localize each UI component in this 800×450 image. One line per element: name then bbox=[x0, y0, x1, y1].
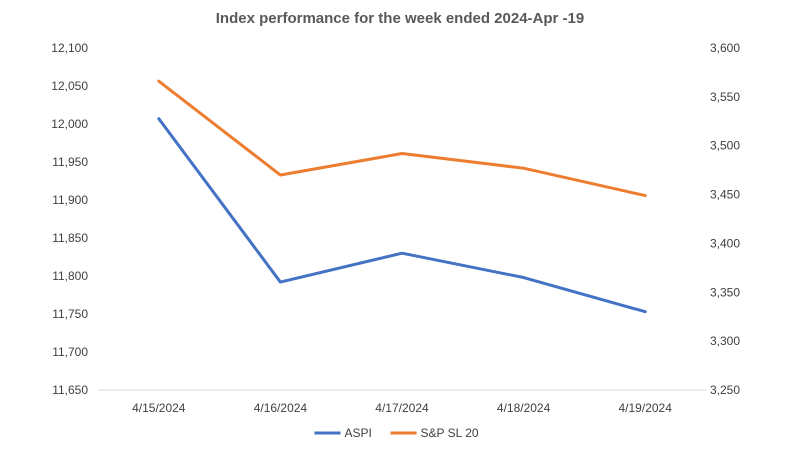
right-axis-tick-label: 3,350 bbox=[710, 285, 740, 299]
right-axis-tick-label: 3,600 bbox=[710, 41, 740, 55]
left-axis-tick-label: 12,100 bbox=[51, 41, 88, 55]
left-axis-tick-label: 12,050 bbox=[51, 79, 88, 93]
x-tick-label: 4/18/2024 bbox=[497, 401, 551, 415]
series-line-aspi bbox=[157, 117, 647, 314]
chart-title: Index performance for the week ended 202… bbox=[216, 10, 584, 27]
left-axis-tick-label: 11,800 bbox=[52, 269, 88, 283]
left-axis-tick-label: 11,950 bbox=[52, 155, 88, 169]
legend: ASPI S&P SL 20 bbox=[314, 426, 479, 440]
legend-label-s-p-sl-20: S&P SL 20 bbox=[421, 426, 479, 440]
x-tick-label: 4/17/2024 bbox=[375, 401, 429, 415]
left-axis-tick-label: 11,650 bbox=[52, 383, 88, 397]
right-axis-tick-label: 3,300 bbox=[710, 334, 740, 348]
left-axis-tick-label: 11,700 bbox=[52, 345, 88, 359]
series-line-s-p-sl-20 bbox=[157, 79, 647, 198]
left-axis-tick-label: 11,750 bbox=[52, 307, 88, 321]
right-axis-tick-labels: 3,250 3,300 3,350 3,400 3,450 3,500 3,550 3,600 bbox=[710, 41, 740, 397]
left-axis-tick-label: 12,000 bbox=[51, 117, 88, 131]
right-axis-tick-label: 3,550 bbox=[710, 90, 740, 104]
left-axis-tick-label: 11,900 bbox=[52, 193, 88, 207]
right-axis-tick-label: 3,450 bbox=[710, 188, 740, 202]
left-axis-tick-labels: 11,650 11,700 11,750 11,800 11,850 11,900 11,9… bbox=[51, 41, 88, 397]
legend-label-aspi: ASPI bbox=[345, 426, 372, 440]
x-tick-label: 4/15/2024 bbox=[132, 401, 186, 415]
right-axis-tick-label: 3,400 bbox=[710, 236, 740, 250]
right-axis-tick-label: 3,500 bbox=[710, 139, 740, 153]
right-axis-tick-label: 3,250 bbox=[710, 383, 740, 397]
left-axis-tick-label: 11,850 bbox=[52, 231, 88, 245]
x-axis-tick-labels: 4/15/2024 4/16/2024 4/17/2024 4/18/2024 4/19… bbox=[132, 401, 672, 415]
x-tick-label: 4/16/2024 bbox=[254, 401, 308, 415]
series-lines bbox=[157, 79, 647, 314]
x-tick-label: 4/19/2024 bbox=[619, 401, 673, 415]
